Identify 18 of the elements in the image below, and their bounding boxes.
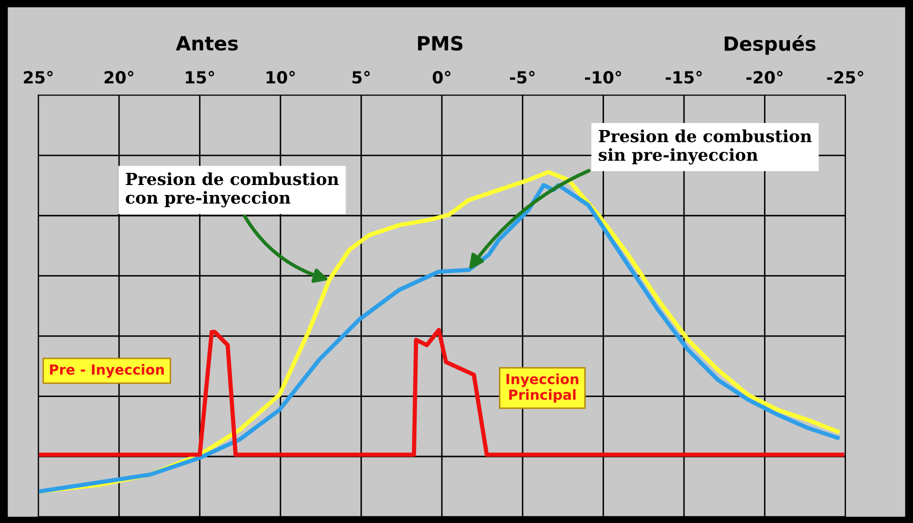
annotation: Inyeccion Principal xyxy=(506,374,578,403)
x-tick-label: 0° xyxy=(432,70,450,84)
annotation: Pre - Inyeccion xyxy=(50,364,164,378)
x-tick-label: 5° xyxy=(352,70,370,84)
text: PMS xyxy=(418,36,462,51)
x-tick-label: -10° xyxy=(584,70,622,84)
text: Después xyxy=(724,35,816,55)
x-tick-label: 15° xyxy=(186,70,214,84)
annotation: Presion de combustion sin pre-inyeccion xyxy=(598,129,812,164)
text: Antes xyxy=(176,36,238,51)
x-tick-label: -20° xyxy=(746,70,782,84)
x-tick-label: -25° xyxy=(827,70,864,84)
x-tick-label: -5° xyxy=(510,70,535,84)
annotation: Presion de combustion con pre-inyeccion xyxy=(126,172,339,208)
x-tick-label: 25° xyxy=(24,70,53,84)
x-tick-label: 10° xyxy=(266,70,295,84)
x-tick-label: -15° xyxy=(666,70,702,84)
x-tick-label: 20° xyxy=(104,70,134,84)
